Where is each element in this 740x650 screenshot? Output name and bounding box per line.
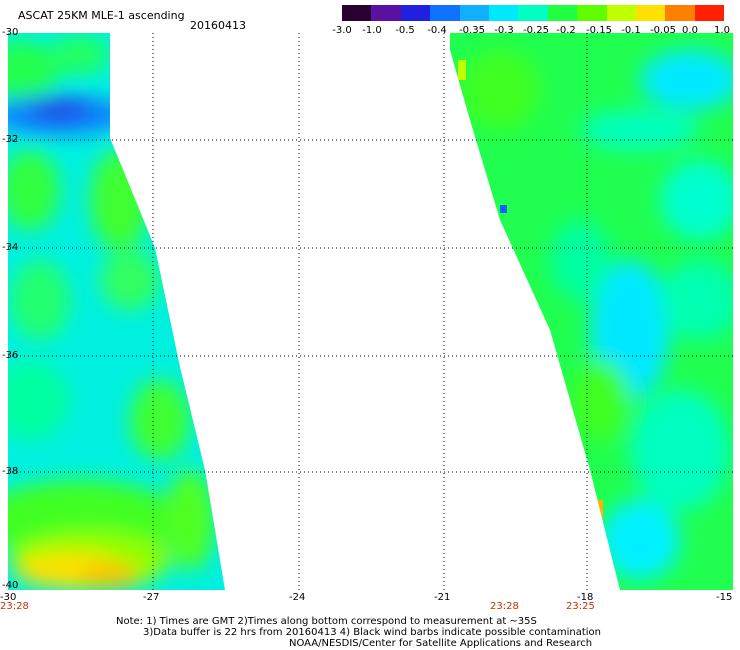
colorbar-swatch [430, 5, 460, 21]
colorbar-swatch [371, 5, 401, 21]
colorbar-swatch [606, 5, 636, 21]
note-line-3: NOAA/NESDIS/Center for Satellite Applica… [289, 638, 593, 649]
y-tick-label: -32 [2, 134, 19, 145]
y-tick-label: -34 [2, 242, 19, 253]
colorbar-swatch [342, 5, 372, 21]
colorbar-swatch [577, 5, 607, 21]
note-line-2: 3)Data buffer is 22 hrs from 20160413 4)… [143, 627, 601, 638]
colorbar-label: -0.15 [586, 25, 612, 36]
colorbar-swatch [694, 5, 725, 21]
grid-lines [8, 33, 733, 590]
colorbar-label: -0.1 [621, 25, 641, 36]
time-label: 23:25 [566, 601, 595, 612]
y-tick-label: -38 [2, 466, 19, 477]
y-tick-label: -30 [2, 27, 19, 38]
colorbar-swatch [665, 5, 695, 21]
colorbar-label: -3.0 [332, 25, 352, 36]
x-tick-label: -24 [289, 592, 306, 603]
colorbar-label: -0.25 [523, 25, 549, 36]
left-swath [8, 33, 225, 590]
x-tick-label: -18 [577, 592, 594, 603]
colorbar-label: -0.2 [556, 25, 576, 36]
colorbar-swatch [488, 5, 519, 21]
map-title: ASCAT 25KM MLE-1 ascending [18, 9, 185, 22]
colorbar-label: -0.3 [494, 25, 514, 36]
x-tick-label: -21 [434, 592, 451, 603]
colorbar-label: -0.35 [459, 25, 485, 36]
colorbar-label: -1.0 [362, 25, 382, 36]
x-tick-label: -30 [0, 592, 17, 603]
colorbar-swatch [518, 5, 548, 21]
time-label: 23:28 [490, 601, 519, 612]
colorbar-label: -0.4 [427, 25, 447, 36]
colorbar-label: 0.0 [682, 25, 698, 36]
right-swath [450, 33, 733, 590]
x-tick-label: -15 [716, 592, 733, 603]
colorbar-swatch [635, 5, 666, 21]
colorbar-label: 1.0 [714, 25, 730, 36]
colorbar [342, 5, 725, 21]
colorbar-swatch [400, 5, 431, 21]
colorbar-label: -0.05 [650, 25, 676, 36]
map-date: 20160413 [190, 19, 246, 32]
colorbar-swatch [547, 5, 578, 21]
time-label: 23:28 [0, 601, 29, 612]
y-tick-label: -36 [2, 350, 19, 361]
x-tick-label: -27 [143, 592, 160, 603]
colorbar-label: -0.5 [395, 25, 415, 36]
y-tick-label: -40 [2, 580, 19, 591]
colorbar-swatch [459, 5, 489, 21]
note-line-1: Note: 1) Times are GMT 2)Times along bot… [116, 616, 537, 627]
